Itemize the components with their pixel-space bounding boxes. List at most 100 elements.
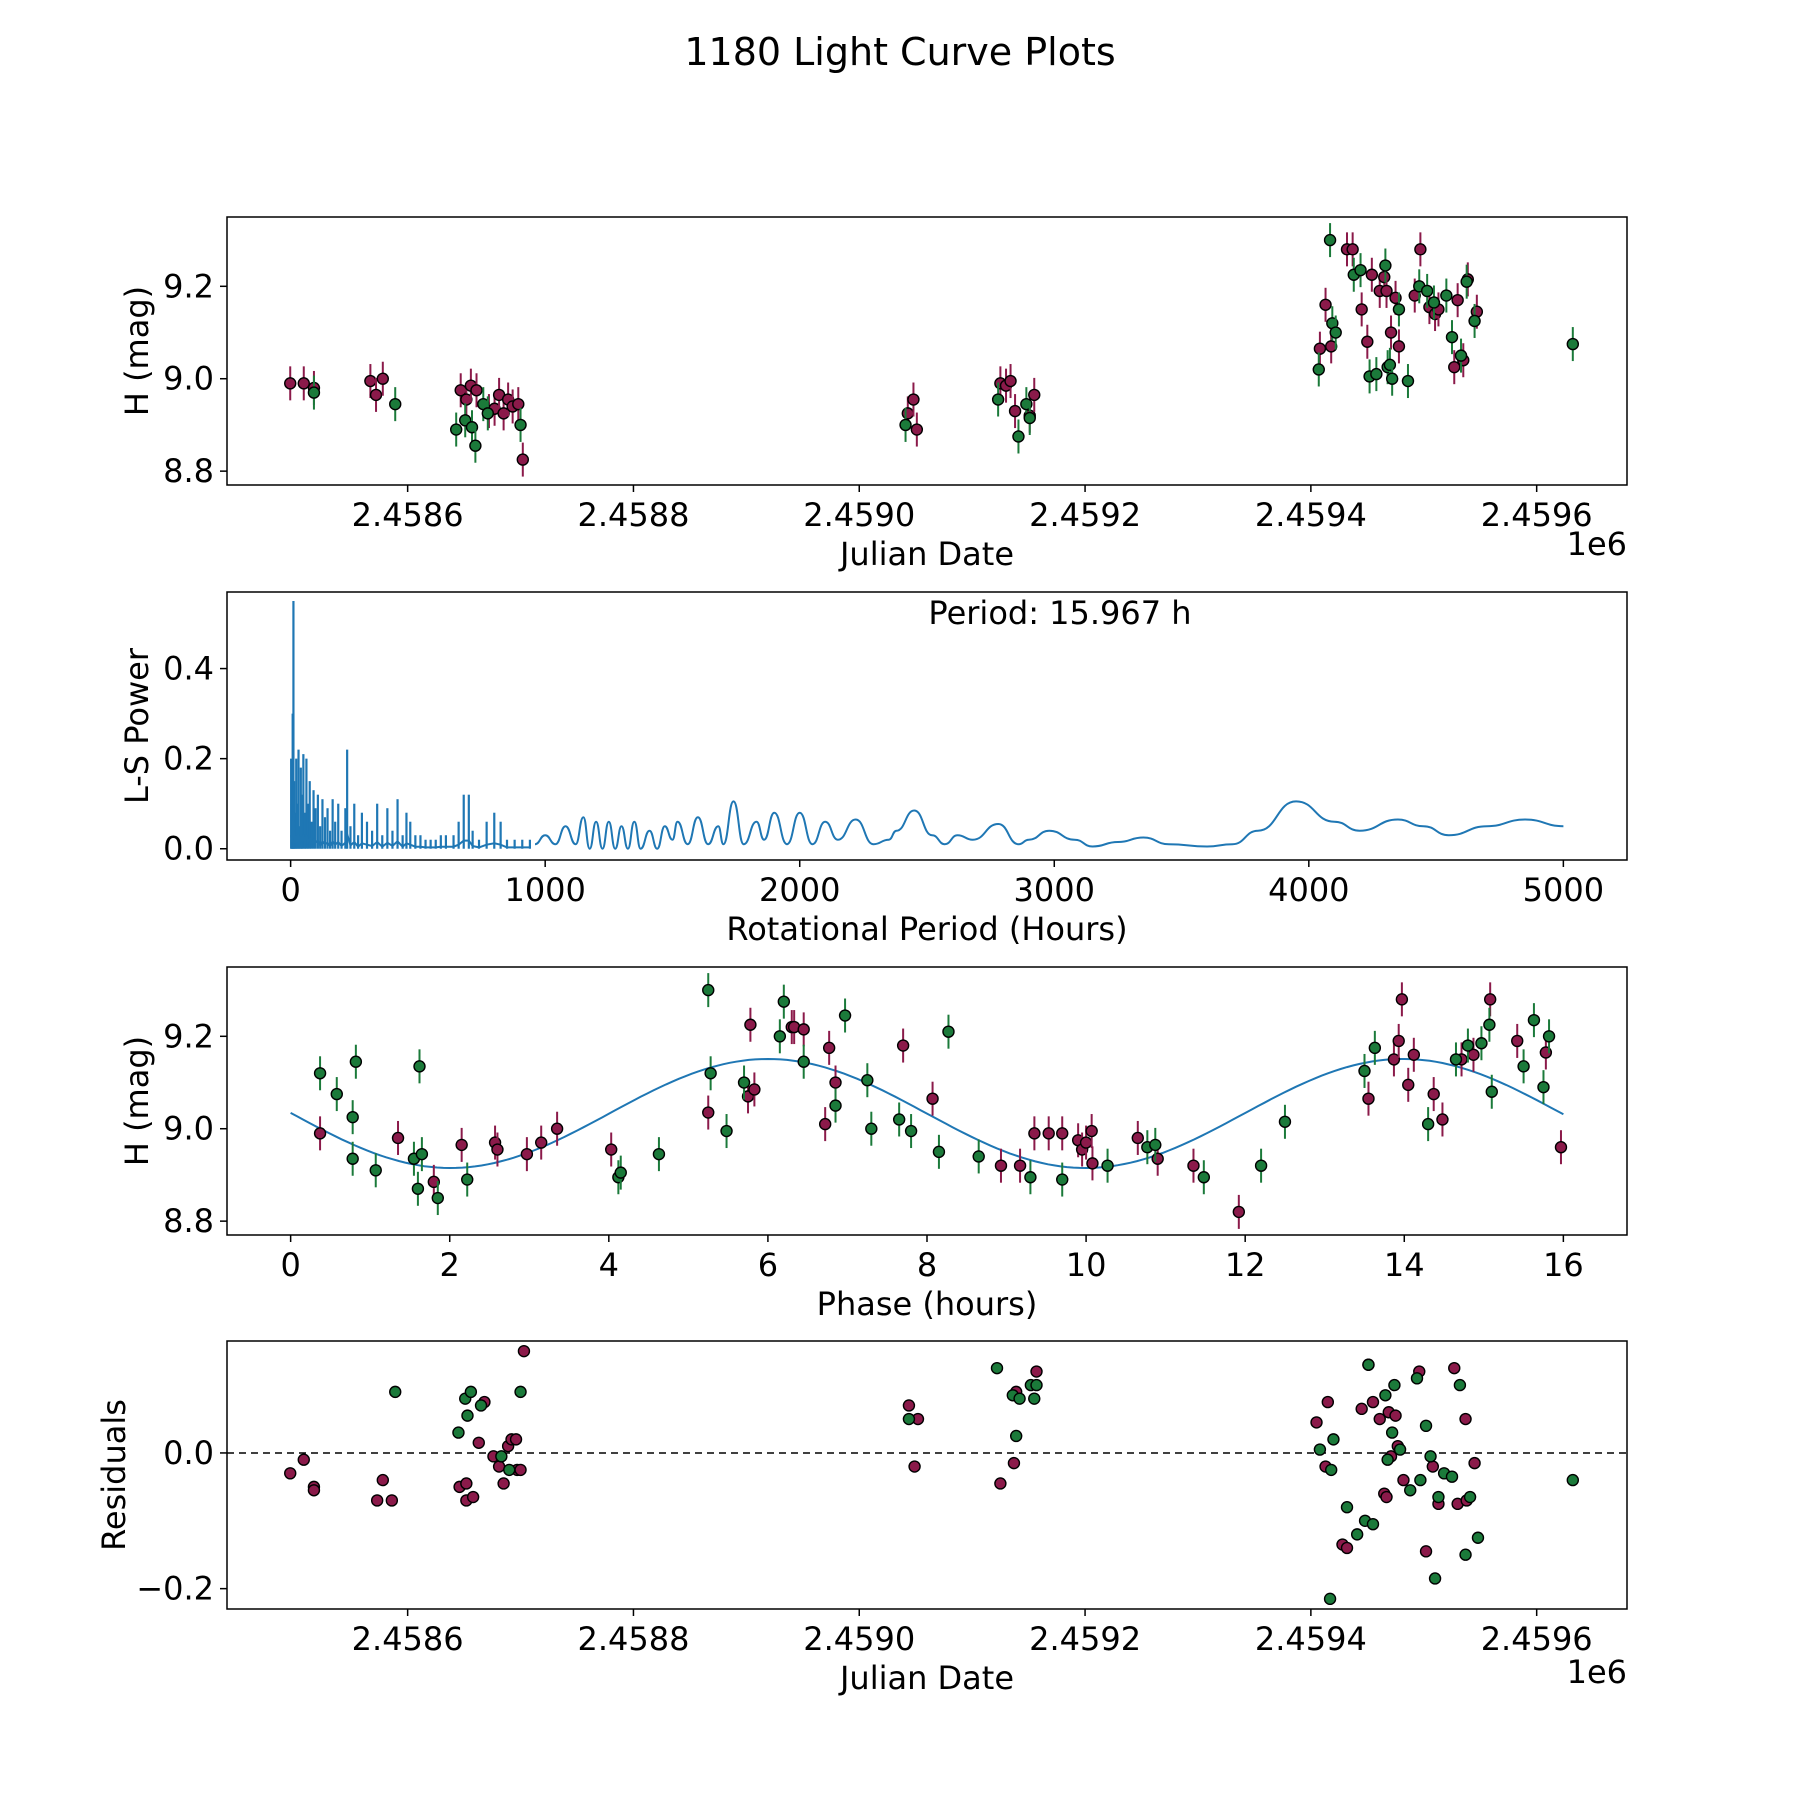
resid-point-1-34 <box>1419 1419 1433 1433</box>
phase-point-0-31 <box>1086 1157 1099 1170</box>
phase-point-1-30 <box>972 1150 985 1163</box>
phase-point-1-3 <box>346 1152 359 1165</box>
lc-point-0-36 <box>1378 270 1391 284</box>
phase-point-1-39 <box>1358 1064 1371 1078</box>
phase-point-1-15 <box>702 983 715 997</box>
resid-point-1-15 <box>1030 1378 1043 1392</box>
ls-xtick-label-2: 2000 <box>759 871 840 909</box>
phase-point-1-41 <box>1421 1117 1435 1131</box>
phase-point-1-44 <box>1475 1037 1488 1050</box>
resid-ytick-label-0: −0.2 <box>136 1570 214 1608</box>
lc-point-1-22 <box>1379 259 1392 272</box>
resid-point-1-21 <box>1340 1501 1354 1514</box>
resid-point-1-40 <box>1453 1378 1467 1392</box>
phase-point-0-18 <box>822 1041 836 1055</box>
lc-point-1-29 <box>1420 284 1434 298</box>
resid-point-1-41 <box>1459 1548 1472 1561</box>
phase-point-1-46 <box>1485 1085 1498 1098</box>
resid-point-1-17 <box>1313 1443 1327 1456</box>
phase-point-1-37 <box>1254 1159 1268 1172</box>
lc-point-0-17 <box>516 453 530 466</box>
phase-point-0-6 <box>520 1147 534 1161</box>
lc-point-0-32 <box>1355 303 1368 316</box>
ls-xtick-label-3: 3000 <box>1014 871 1095 909</box>
lc-point-0-9 <box>470 384 483 397</box>
lc-point-1-2 <box>449 423 463 436</box>
phase-point-0-30 <box>1085 1124 1098 1138</box>
ls-ylabel: L-S Power <box>118 647 156 804</box>
ls-xtick-label-0: 0 <box>280 871 300 909</box>
phase-point-0-10 <box>702 1106 715 1119</box>
phase-point-0-49 <box>1554 1141 1568 1154</box>
resid-point-1-9 <box>902 1412 916 1426</box>
resid-point-1-0 <box>389 1385 402 1399</box>
lc-point-0-37 <box>1380 284 1393 298</box>
resid-point-1-20 <box>1327 1433 1340 1446</box>
lc-xtick-label-1: 2.4588 <box>577 496 689 534</box>
lc-point-0-38 <box>1384 326 1398 339</box>
lc-point-1-0 <box>307 386 321 399</box>
lc-axes-frame <box>226 216 1628 486</box>
phase-ytick-label-2: 9.2 <box>163 1017 214 1055</box>
phase-point-0-19 <box>829 1076 842 1089</box>
lc-point-1-27 <box>1401 374 1415 388</box>
resid-point-1-35 <box>1424 1450 1437 1463</box>
resid-point-0-25 <box>994 1477 1007 1490</box>
phase-point-0-34 <box>1187 1159 1200 1172</box>
resid-point-1-33 <box>1414 1473 1427 1487</box>
phase-point-0-42 <box>1427 1087 1440 1101</box>
resid-point-1-32 <box>1410 1372 1424 1385</box>
resid-point-0-31 <box>1321 1395 1335 1409</box>
resid-point-0-15 <box>497 1477 510 1490</box>
resid-ytick-label-1: 0.0 <box>163 1434 214 1472</box>
resid-point-0-47 <box>1426 1460 1440 1473</box>
phase-point-0-8 <box>550 1122 564 1135</box>
phase-xtick-label-0: 0 <box>280 1246 300 1284</box>
resid-axes-frame <box>226 1340 1628 1610</box>
ls-xlabel: Rotational Period (Hours) <box>726 910 1127 948</box>
lc-offset-text: 1e6 <box>1567 525 1627 563</box>
phase-point-1-45 <box>1483 1018 1496 1031</box>
lc-point-0-3 <box>364 374 377 388</box>
phase-point-1-23 <box>838 1009 852 1022</box>
phase-point-1-19 <box>773 1030 787 1043</box>
panel-periodogram: 0 1000 2000 3000 4000 5000 0.0 0.2 0.4 Rotational… <box>118 591 1628 948</box>
phase-xtick-label-4: 8 <box>917 1246 937 1284</box>
phase-point-0-21 <box>926 1092 939 1105</box>
phase-point-1-17 <box>720 1124 733 1138</box>
figure-title: 1180 Light Curve Plots <box>684 30 1115 74</box>
phase-point-1-13 <box>614 1166 627 1179</box>
ls-ytick-label-1: 0.2 <box>163 740 214 778</box>
resid-point-0-34 <box>1355 1402 1368 1416</box>
phase-point-1-36 <box>1197 1171 1211 1184</box>
resid-point-1-30 <box>1393 1443 1407 1456</box>
ls-annotation: Period: 15.967 h <box>928 594 1191 632</box>
resid-point-0-14 <box>492 1460 506 1473</box>
lc-point-1-31 <box>1440 289 1453 302</box>
lc-point-1-17 <box>1329 326 1342 339</box>
lc-point-1-33 <box>1454 349 1468 362</box>
resid-point-0-22 <box>902 1399 916 1412</box>
resid-point-0-11 <box>472 1436 485 1449</box>
phase-xlabel: Phase (hours) <box>817 1285 1038 1323</box>
lc-point-0-20 <box>910 423 924 436</box>
resid-point-1-25 <box>1366 1517 1380 1531</box>
resid-point-1-10 <box>990 1361 1004 1375</box>
resid-point-1-12 <box>1009 1429 1023 1443</box>
ls-series-line-low <box>290 811 530 849</box>
phase-point-0-22 <box>994 1159 1008 1172</box>
phase-xtick-label-2: 4 <box>599 1246 619 1284</box>
phase-point-1-42 <box>1449 1053 1463 1066</box>
phase-point-1-47 <box>1517 1060 1530 1073</box>
lc-point-0-31 <box>1346 243 1359 256</box>
lc-point-1-8 <box>514 418 527 432</box>
ls-ytick-label-0: 0.0 <box>163 830 214 868</box>
lc-point-0-46 <box>1448 360 1461 374</box>
lc-point-1-25 <box>1385 372 1399 385</box>
resid-point-0-53 <box>1468 1456 1481 1470</box>
phase-point-1-40 <box>1368 1041 1382 1055</box>
phase-point-0-41 <box>1407 1048 1421 1061</box>
phase-point-1-2 <box>346 1110 359 1124</box>
phase-point-0-47 <box>1511 1034 1524 1048</box>
phase-point-1-1 <box>330 1087 343 1101</box>
